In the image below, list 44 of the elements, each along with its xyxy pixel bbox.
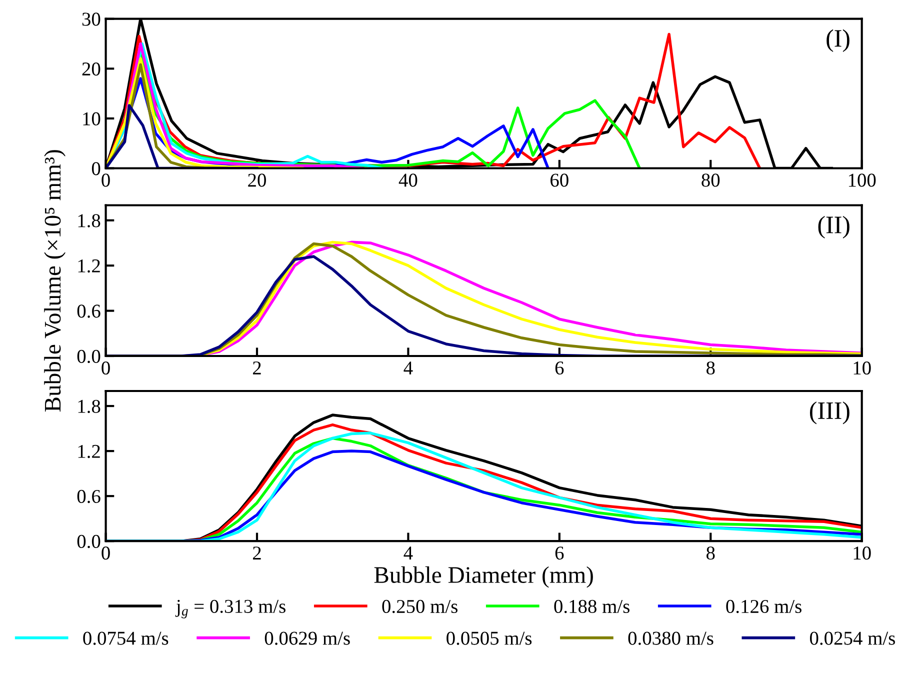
y-tick-label: 1.8	[78, 214, 100, 228]
legend-label: 0.250 m/s	[382, 600, 458, 614]
y-tick-label: 1.2	[78, 259, 100, 273]
annotation: (II)	[818, 216, 850, 238]
x-tick-label: 40	[398, 174, 418, 187]
legend-label: 0.0629 m/s	[264, 632, 350, 645]
x-tick-label: 4	[404, 362, 413, 374]
legend-label: 0.0380 m/s	[628, 632, 714, 645]
x-tick-label: 0	[102, 546, 110, 560]
y-tick-label: 0	[92, 162, 100, 176]
x-tick-label: 80	[702, 174, 720, 187]
x-tick-label: 4	[404, 546, 413, 560]
y-axis-title: Bubble Volume (×10⁵ mm³)	[44, 150, 66, 412]
x-tick-label: 10	[854, 361, 871, 375]
y-tick-label: 10	[83, 112, 100, 126]
y-tick-label: 30	[82, 12, 100, 26]
x-tick-label: 60	[550, 174, 568, 187]
y-tick-label: 20	[82, 62, 100, 76]
annotation: (III)	[810, 402, 850, 424]
x-tick-label: 6	[555, 361, 564, 375]
legend-label: 0.188 m/s	[554, 600, 630, 614]
y-tick-label: 0.6	[77, 490, 100, 504]
legend-label: 0.0754 m/s	[83, 632, 168, 645]
x-tick-label: 20	[248, 174, 266, 187]
x-tick-label: 8	[706, 546, 715, 560]
x-tick-label: 2	[252, 546, 261, 560]
legend-label: 0.0254 m/s	[810, 632, 895, 645]
legend-label: 0.0505 m/s	[446, 632, 532, 645]
y-tick-label: 1.2	[78, 444, 100, 458]
x-tick-label: 0	[102, 361, 110, 375]
x-tick-label: 100	[848, 174, 876, 187]
x-tick-label: 8	[706, 361, 715, 375]
x-tick-label: 2	[252, 361, 261, 374]
legend-label: 0.126 m/s	[726, 600, 802, 614]
x-tick-label: 10	[854, 546, 871, 560]
annotation: (I)	[826, 29, 850, 52]
y-tick-label: 0.6	[77, 304, 100, 318]
legend-label: j$_{g}$ = 0.313 m/s	[175, 600, 286, 618]
y-tick-label: 0.0	[77, 534, 100, 548]
x-axis-title: Bubble Diameter (mm)	[374, 566, 593, 588]
y-tick-label: 0.0	[77, 350, 100, 364]
x-tick-label: 0	[102, 174, 110, 187]
x-tick-label: 6	[555, 546, 564, 560]
y-tick-label: 1.8	[78, 400, 100, 414]
